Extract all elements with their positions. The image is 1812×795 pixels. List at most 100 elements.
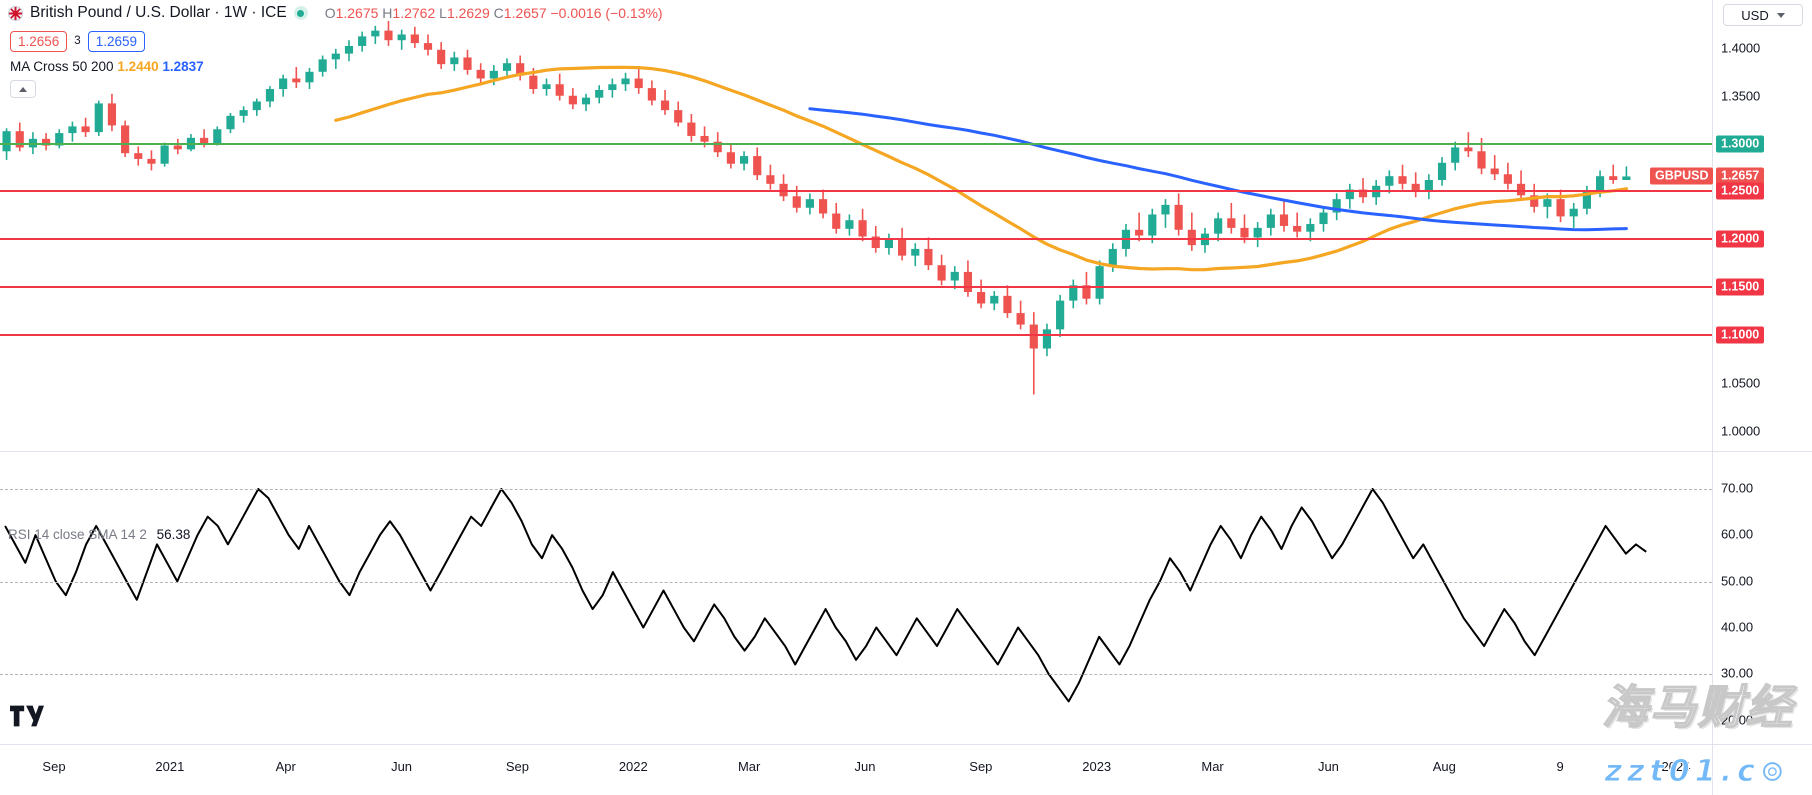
candle-body [1464, 147, 1473, 152]
time-label: Apr [275, 759, 296, 774]
candle-body [213, 129, 222, 144]
price-level-line [0, 190, 1712, 193]
candle-body [753, 156, 762, 176]
candle-body [568, 95, 577, 105]
close-label: C [493, 5, 504, 21]
candle-body [305, 71, 314, 83]
time-label: Mar [737, 759, 761, 774]
rsi-tick: 50.00 [1721, 573, 1754, 589]
low-value: 1.2629 [446, 5, 490, 21]
candle-body [805, 199, 814, 208]
candle-body [1174, 204, 1183, 230]
candle-body [1095, 266, 1104, 299]
price-tag: 1.1000 [1716, 326, 1765, 344]
candle-body [1056, 300, 1065, 330]
candle-body [871, 236, 880, 248]
candle-body [1240, 227, 1249, 238]
time-label: 2024 [1661, 759, 1691, 774]
candle-body [1016, 313, 1025, 325]
candle-body [94, 103, 103, 133]
rsi-level-line [0, 581, 1712, 583]
pane-divider [1713, 451, 1812, 452]
ask-price[interactable]: 1.2659 [87, 30, 145, 52]
rsi-tick: 20.00 [1721, 712, 1754, 728]
tradingview-logo[interactable] [10, 703, 44, 729]
spread-value: 3 [74, 35, 81, 47]
time-axis[interactable]: Sep 2021 Apr Jun Sep 2022 Mar Jun Sep 2023 Mar Jun A… [0, 744, 1712, 795]
candle-body [937, 265, 946, 281]
bid-price[interactable]: 1.2656 [10, 30, 68, 52]
price-tick: 1.4000 [1721, 40, 1761, 56]
candle-body [660, 100, 670, 111]
symbol-title[interactable]: British Pound / U.S. Dollar · 1W · ICE [30, 4, 287, 21]
candle-body [1161, 204, 1170, 215]
candle-body [107, 103, 117, 126]
candle-body [463, 57, 472, 70]
ma50-value: 1.2440 [117, 59, 159, 74]
currency-label: USD [1741, 7, 1769, 23]
candle-body [331, 53, 340, 60]
currency-selector[interactable]: USD [1723, 4, 1803, 26]
candle-body [1306, 224, 1315, 232]
price-scale[interactable]: USD 1.4000 1.3500 1.0500 1.0000 1.3000 1.265… [1712, 0, 1812, 795]
rsi-tick: 70.00 [1721, 480, 1754, 496]
candle-body [397, 34, 406, 41]
candle-body [911, 248, 920, 256]
ma-cross-indicator-row[interactable]: MA Cross 50 200 1.2440 1.2837 [10, 59, 663, 74]
candle-body [1424, 180, 1433, 192]
rsi-chart-pane[interactable] [0, 451, 1712, 743]
candle-body [818, 199, 828, 214]
candle-body [634, 78, 643, 89]
high-label: H [382, 5, 393, 21]
candle-body [450, 57, 459, 65]
candle-body [1135, 229, 1144, 236]
candle-body [489, 70, 498, 79]
low-label: L [439, 5, 447, 21]
time-label: Jun [1317, 759, 1339, 774]
collapse-legend-button[interactable] [10, 80, 36, 98]
candle-body [845, 220, 854, 229]
candle-body [766, 175, 775, 184]
candle-body [990, 295, 999, 304]
candle-body [1332, 199, 1341, 213]
time-label: 2023 [1082, 759, 1112, 774]
candle-body [1082, 285, 1091, 299]
candle-body [279, 78, 288, 90]
candle-body [739, 156, 749, 164]
open-label: O [324, 5, 336, 21]
candle-body [621, 78, 630, 85]
candle-body [595, 90, 604, 98]
candle-body [1622, 176, 1631, 180]
chevron-down-icon [1776, 12, 1785, 18]
close-value: 1.2657 [503, 5, 547, 21]
candle-body [265, 89, 275, 102]
price-chart-pane[interactable] [0, 0, 1712, 450]
rsi-line [4, 487, 1647, 703]
symbol-tag: GBPUSD [1650, 167, 1714, 185]
uk-flag-icon [8, 5, 23, 21]
candle-body [792, 196, 801, 208]
candle-body [42, 138, 51, 146]
candle-body [1516, 183, 1526, 196]
rsi-legend[interactable]: RSI 14 close SMA 14 2 56.38 [8, 527, 190, 542]
candle-body [1385, 176, 1394, 186]
bid-ask-row: 1.2656 3 1.2659 [10, 28, 663, 54]
change-percent: (−0.13%) [605, 5, 663, 21]
candle-body [555, 84, 564, 96]
candle-body [1490, 168, 1499, 175]
candle-body [173, 145, 182, 150]
candle-body [516, 63, 525, 76]
candle-body [81, 126, 90, 133]
candle-body [1530, 195, 1539, 207]
candle-body [1556, 199, 1565, 217]
time-label: Jun [854, 759, 876, 774]
candle-body [160, 145, 169, 164]
candle-body [121, 125, 130, 154]
candle-body [1595, 176, 1605, 192]
time-label: 2021 [155, 759, 185, 774]
moving-average-line [808, 107, 1628, 232]
candle-body [318, 59, 327, 72]
ma200-value: 1.2837 [162, 59, 204, 74]
rsi-level-line [0, 489, 1712, 491]
